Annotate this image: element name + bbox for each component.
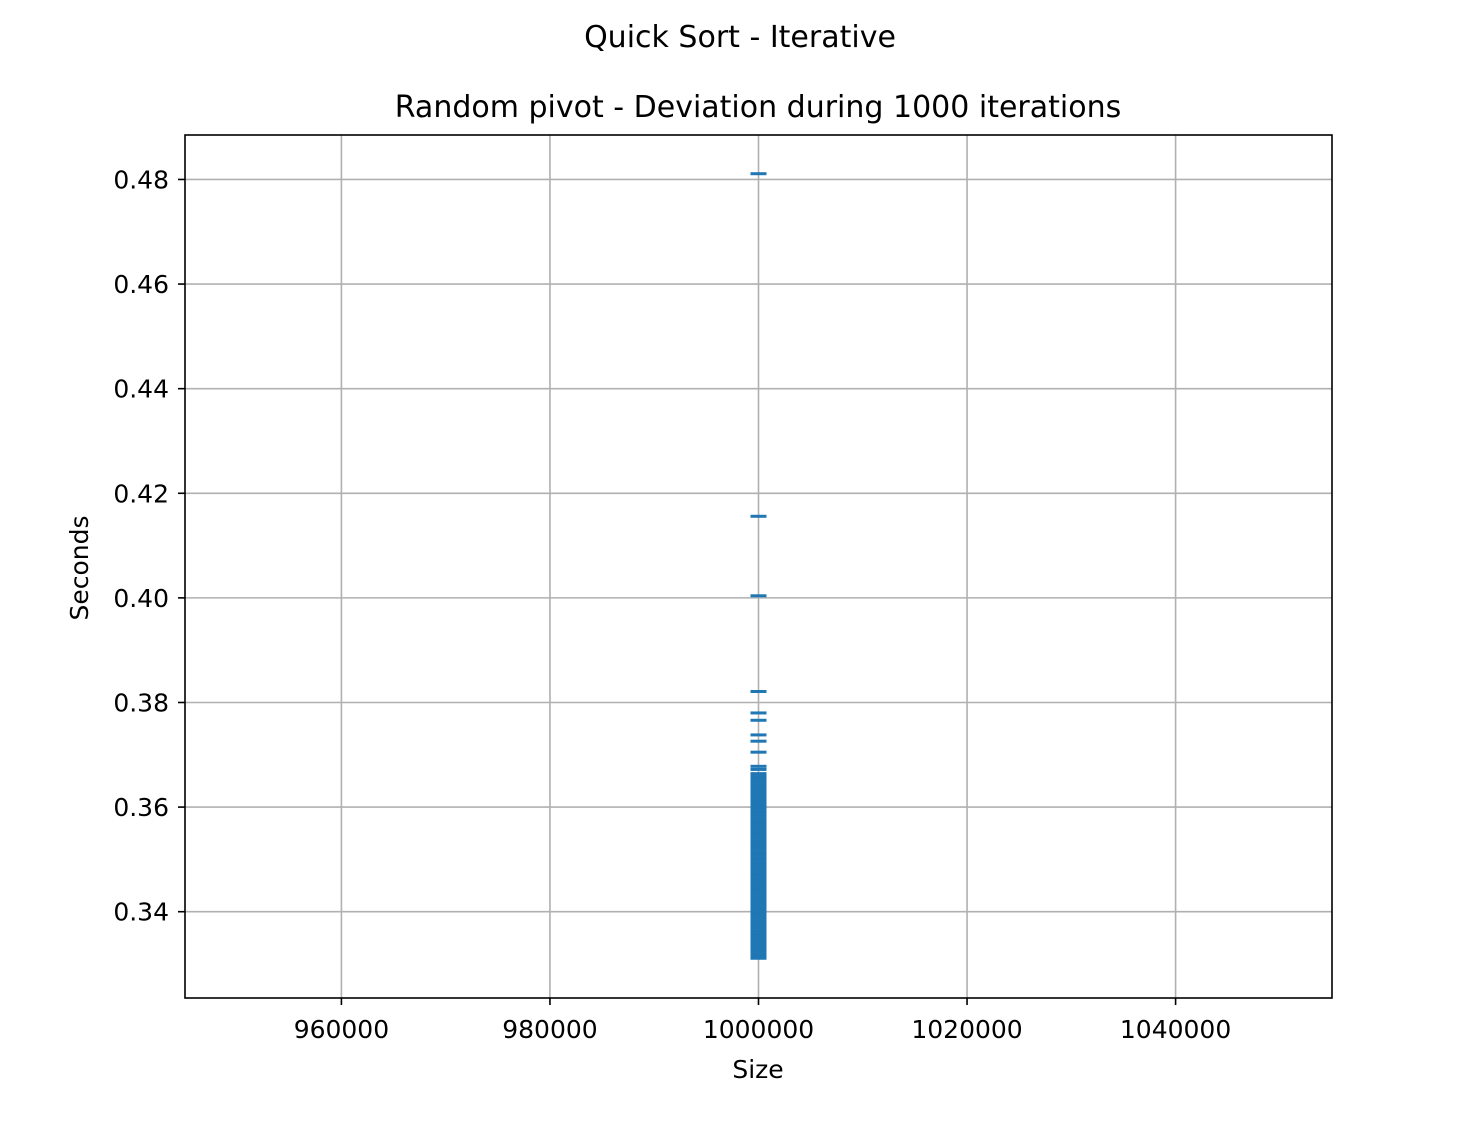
y-tick-label: 0.44 [113, 375, 169, 404]
x-axis-label: Size [732, 1055, 783, 1084]
y-tick-label: 0.36 [113, 793, 169, 822]
y-tick-label: 0.38 [113, 688, 169, 717]
y-tick-label: 0.46 [113, 270, 169, 299]
x-tick-label: 1000000 [703, 1015, 814, 1044]
figure-suptitle: Quick Sort - Iterative [584, 20, 896, 55]
y-tick-label: 0.42 [113, 479, 169, 508]
ticks-layer: 960000 980000 1000000 1020000 1040000 0.34 0.3… [113, 165, 1231, 1044]
y-tick-label: 0.48 [113, 165, 169, 194]
y-tick-label: 0.40 [113, 584, 169, 613]
x-tick-label: 960000 [294, 1015, 389, 1044]
x-tick-label: 980000 [502, 1015, 597, 1044]
y-tick-label: 0.34 [113, 898, 169, 927]
data-marks [750, 172, 767, 960]
y-axis-label: Seconds [65, 515, 94, 620]
x-tick-label: 1040000 [1120, 1015, 1231, 1044]
chart-title: Random pivot - Deviation during 1000 ite… [395, 90, 1122, 125]
x-tick-label: 1020000 [911, 1015, 1022, 1044]
